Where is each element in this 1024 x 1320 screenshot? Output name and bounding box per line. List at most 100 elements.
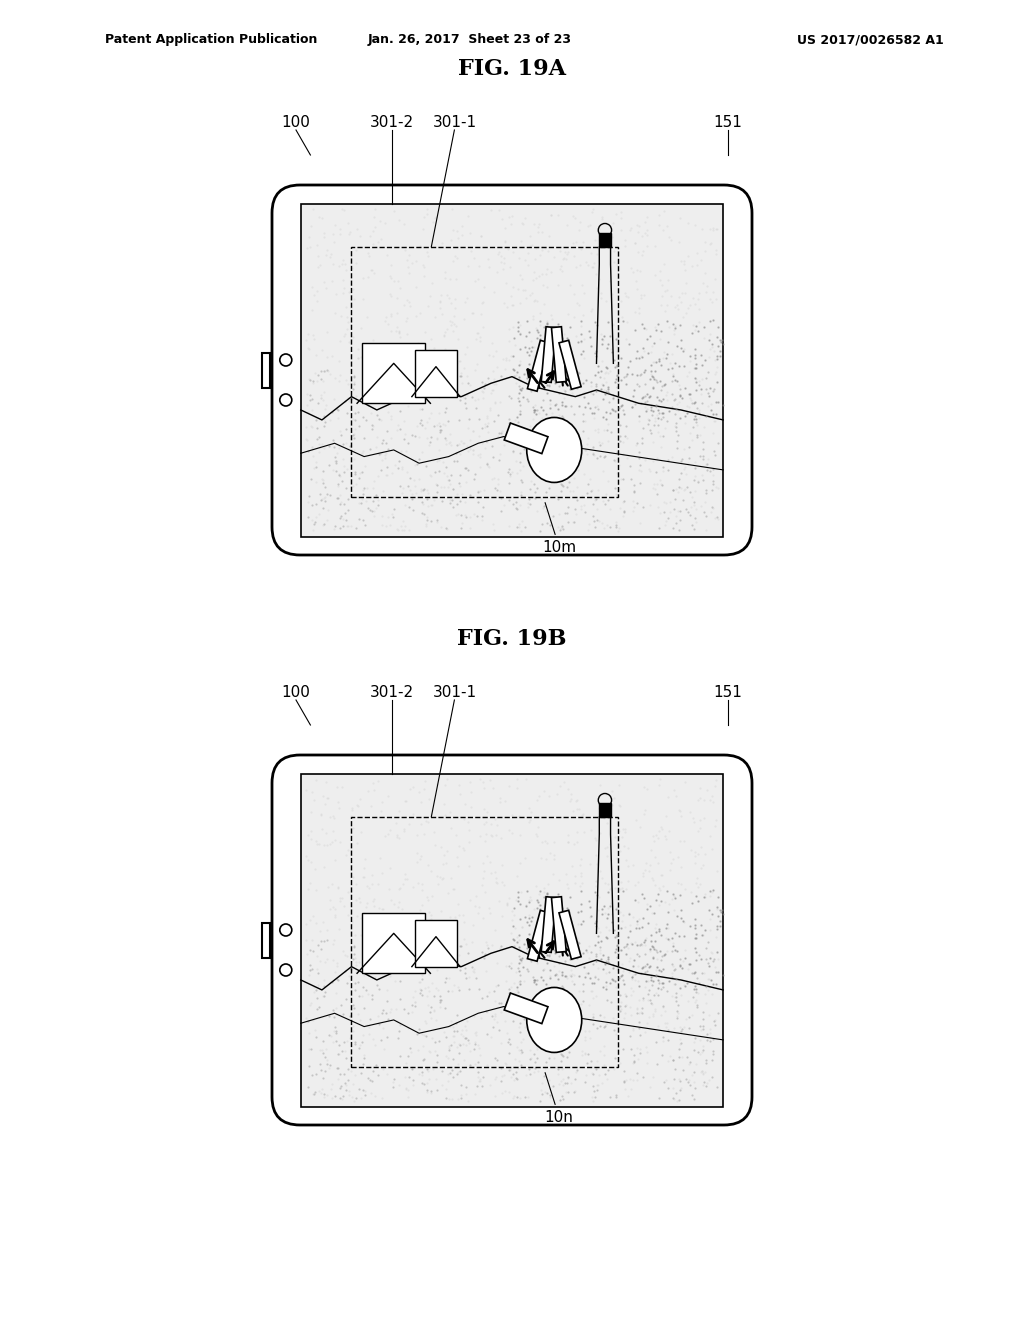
Point [490, 1019, 507, 1040]
Point [699, 979, 716, 1001]
Point [709, 896, 725, 917]
Point [333, 305, 349, 326]
Point [667, 958, 683, 979]
Point [592, 940, 608, 961]
Point [440, 411, 457, 432]
Point [365, 891, 381, 912]
Point [392, 441, 409, 462]
Point [502, 990, 518, 1011]
Point [401, 908, 418, 929]
Point [527, 317, 544, 338]
Point [489, 953, 506, 974]
Point [695, 854, 712, 875]
Point [693, 495, 710, 516]
Point [578, 370, 594, 391]
Point [682, 388, 698, 409]
Point [529, 1060, 546, 1081]
Point [521, 236, 538, 257]
Point [489, 469, 506, 490]
Point [386, 894, 402, 915]
Point [361, 499, 378, 520]
Point [372, 444, 388, 465]
Point [600, 919, 616, 940]
Point [452, 351, 468, 372]
Point [639, 1012, 655, 1034]
Point [613, 469, 630, 490]
Point [396, 214, 413, 235]
Point [648, 387, 665, 408]
Point [588, 945, 604, 966]
Point [629, 279, 645, 300]
Point [523, 380, 540, 401]
Point [304, 940, 321, 961]
Point [447, 345, 464, 366]
Point [449, 483, 465, 504]
Point [690, 876, 707, 898]
Point [538, 1023, 554, 1044]
Point [314, 1030, 331, 1051]
Point [664, 371, 680, 392]
Point [415, 1049, 431, 1071]
Point [493, 993, 509, 1014]
Point [514, 214, 530, 235]
Point [327, 302, 343, 323]
Point [573, 873, 590, 894]
Point [560, 1015, 577, 1036]
Point [340, 840, 356, 861]
Point [307, 830, 324, 851]
Point [586, 1081, 602, 1102]
Point [642, 990, 658, 1011]
Point [573, 446, 590, 467]
Point [622, 904, 638, 925]
Point [484, 346, 501, 367]
Point [332, 484, 348, 506]
Point [703, 903, 720, 924]
Point [531, 310, 548, 331]
Point [470, 268, 486, 289]
Point [680, 447, 696, 469]
Point [555, 388, 571, 409]
Point [420, 1060, 436, 1081]
Point [338, 510, 354, 531]
Point [550, 1064, 566, 1085]
Point [643, 924, 659, 945]
Point [530, 816, 547, 837]
Point [500, 461, 516, 482]
Point [453, 366, 469, 387]
Point [332, 517, 348, 539]
Point [712, 346, 728, 367]
Point [609, 925, 626, 946]
Point [588, 1059, 604, 1080]
Point [348, 517, 365, 539]
Point [607, 511, 624, 532]
Point [423, 908, 439, 929]
Point [540, 327, 556, 348]
Point [588, 830, 604, 851]
Point [492, 444, 508, 465]
Point [659, 280, 676, 301]
Point [444, 1088, 461, 1109]
Point [705, 1028, 721, 1049]
Point [334, 198, 350, 219]
Point [540, 936, 556, 957]
Point [652, 371, 669, 392]
Point [558, 1035, 574, 1056]
Point [618, 944, 635, 965]
Point [450, 977, 466, 998]
Point [314, 1043, 331, 1064]
Point [323, 833, 339, 854]
Point [359, 243, 376, 264]
Point [647, 874, 664, 895]
Point [389, 824, 406, 845]
Point [550, 994, 566, 1015]
Point [308, 471, 325, 492]
Point [401, 292, 418, 313]
Point [629, 1063, 645, 1084]
Point [529, 478, 546, 499]
Point [355, 428, 372, 449]
Point [643, 363, 659, 384]
Point [594, 867, 610, 888]
Point [615, 1039, 632, 1060]
Point [634, 387, 650, 408]
Point [582, 1027, 598, 1048]
